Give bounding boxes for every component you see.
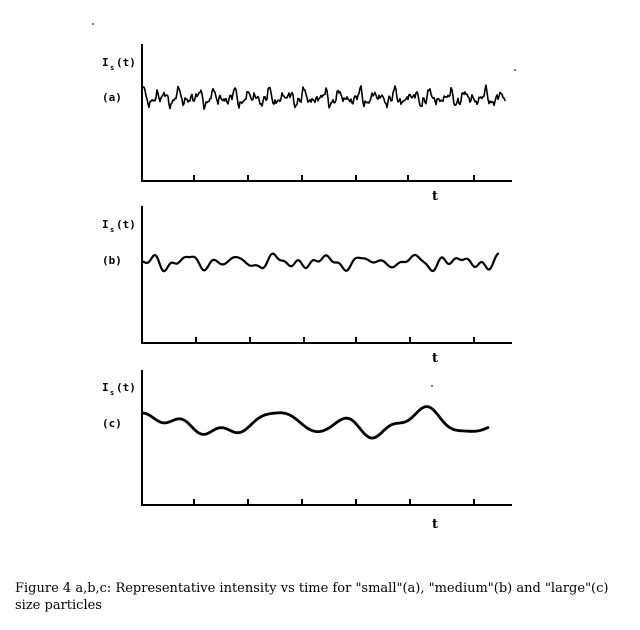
panel-c: I s (t) (c) t <box>102 370 512 532</box>
panel-c-ticks <box>193 499 475 505</box>
panel-a-label: (a) <box>102 91 122 104</box>
panel-c-ylabel-rest: (t) <box>116 381 136 394</box>
panel-b-xlabel: t <box>432 351 438 366</box>
panel-b: I s (t) (b) t <box>102 206 512 366</box>
panel-a-xlabel: t <box>432 189 438 204</box>
speck-2 <box>514 69 516 71</box>
panel-a: I s (t) (a) t <box>102 44 512 204</box>
panel-a-axes <box>141 44 512 182</box>
panel-a-ticks <box>193 175 475 181</box>
panel-b-axes <box>141 206 512 344</box>
panel-b-trace <box>141 252 500 273</box>
panel-c-xlabel: t <box>432 517 438 532</box>
panel-c-axes <box>141 370 512 506</box>
panel-b-label: (b) <box>102 254 122 267</box>
panel-c-label: (c) <box>102 417 122 430</box>
figure-caption: Figure 4 a,b,c: Representative intensity… <box>15 581 609 613</box>
panel-c-ylabel: I <box>102 381 109 394</box>
panel-c-trace <box>141 405 490 440</box>
speck-1 <box>92 23 94 25</box>
panel-a-ylabel-sub: s <box>110 64 114 72</box>
panel-a-ylabel-rest: (t) <box>116 56 136 69</box>
panel-c-ylabel-sub: s <box>110 389 114 397</box>
panel-b-ylabel-sub: s <box>110 226 114 234</box>
speck-3 <box>431 385 433 387</box>
panel-a-trace <box>142 84 506 110</box>
panel-b-ylabel-rest: (t) <box>116 218 136 231</box>
panel-b-ylabel: I <box>102 218 109 231</box>
panel-a-ylabel: I <box>102 56 109 69</box>
panel-b-ticks <box>195 337 475 343</box>
